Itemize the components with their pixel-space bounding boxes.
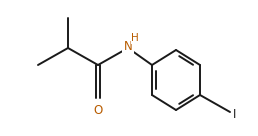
- Text: I: I: [233, 107, 237, 120]
- Text: N: N: [124, 39, 132, 52]
- Text: O: O: [93, 104, 103, 118]
- Text: H: H: [131, 33, 139, 43]
